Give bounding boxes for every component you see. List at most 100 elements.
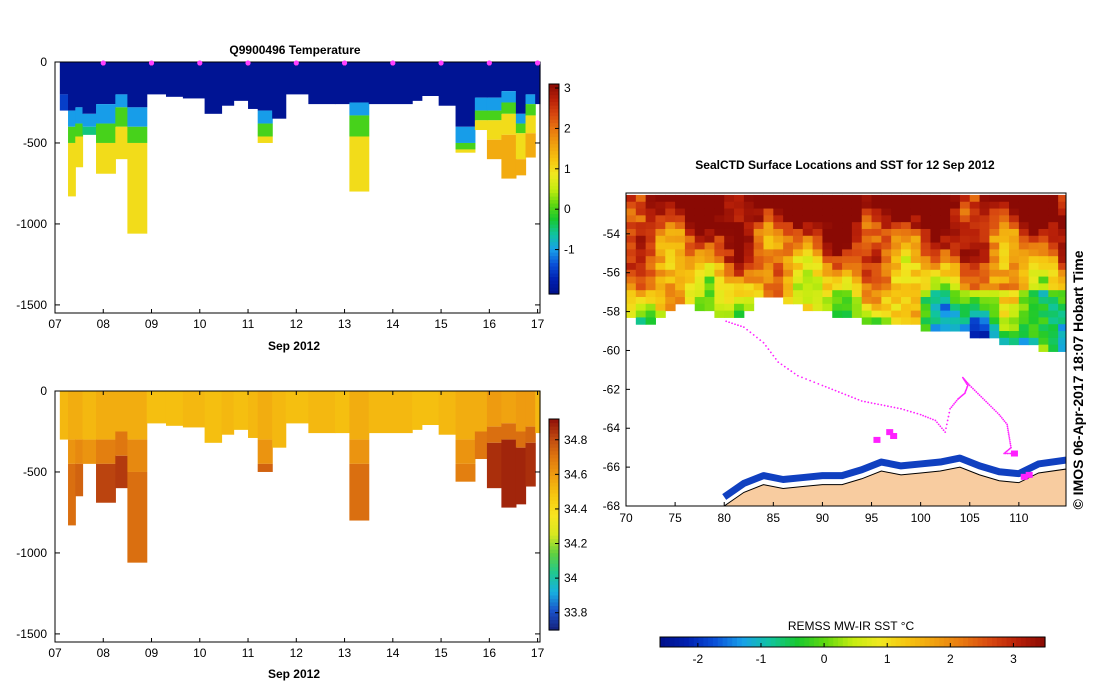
sst-cell xyxy=(753,235,764,244)
colorbar-swatch xyxy=(549,199,559,204)
sst-cell xyxy=(822,194,833,203)
seal-track-point xyxy=(900,407,902,410)
sst-cell xyxy=(773,222,784,230)
sst-cell xyxy=(734,201,745,210)
colorbar-swatch xyxy=(549,513,559,519)
colorbar-swatch xyxy=(549,126,559,131)
sst-cell xyxy=(959,215,971,223)
y-tick-label: -1500 xyxy=(16,298,47,312)
sst-cell xyxy=(694,235,706,244)
sst-cell xyxy=(802,215,814,223)
temperature-plot-area: 07 08 09 10 11 12 13 14 15 16 17 0 -500 -1000 -1500 xyxy=(16,55,544,331)
colorbar-swatch xyxy=(549,447,559,452)
sst-cell xyxy=(861,276,873,284)
sst-cell xyxy=(959,242,971,250)
sst-cell xyxy=(684,249,696,257)
profile-cell xyxy=(349,115,370,137)
x-tick-label: 07 xyxy=(48,317,62,331)
sst-cell xyxy=(812,276,823,284)
sst-cell xyxy=(950,222,961,230)
sst-cell xyxy=(645,242,656,250)
seal-track-point xyxy=(932,418,934,421)
profile-cell xyxy=(96,463,116,503)
sst-cell xyxy=(655,208,666,216)
sst-cell xyxy=(910,262,922,271)
profile-cell xyxy=(334,62,350,105)
y-tick-label: -1000 xyxy=(16,217,47,231)
sst-cell xyxy=(842,269,853,278)
sst-cell xyxy=(635,194,647,203)
map-y-tick-label: -66 xyxy=(603,460,621,474)
sst-cell xyxy=(626,269,637,278)
sst-cell xyxy=(802,276,814,284)
profile-cell xyxy=(75,463,84,497)
profile-cell xyxy=(248,391,259,438)
sst-cell xyxy=(999,310,1010,318)
sst-cell xyxy=(684,283,696,291)
colorbar-swatch xyxy=(549,283,559,288)
sst-cell xyxy=(714,194,725,203)
sst-cell xyxy=(1018,337,1030,346)
seal-track-point xyxy=(1008,435,1010,437)
colorbar-swatch xyxy=(549,231,559,236)
sst-cell xyxy=(950,324,961,332)
sst-cell xyxy=(694,269,706,278)
colorbar-swatch xyxy=(549,506,559,512)
sst-cell xyxy=(714,242,725,250)
sst-cell xyxy=(1048,222,1059,230)
colorbar-swatch xyxy=(549,468,559,473)
sst-cell xyxy=(645,310,656,318)
sst-cell xyxy=(959,310,971,318)
colorbar-swatch xyxy=(549,615,559,621)
sst-cell xyxy=(635,290,647,298)
sst-cell xyxy=(1038,249,1049,257)
colorbar-swatch xyxy=(549,531,559,536)
sst-cell xyxy=(999,290,1010,298)
seal-track-point xyxy=(890,405,893,408)
sst-cell xyxy=(675,262,686,271)
sst-cell xyxy=(724,276,735,284)
sst-cell xyxy=(969,269,981,278)
sst-cell xyxy=(783,262,794,271)
colorbar-swatch xyxy=(549,210,559,215)
sst-cell xyxy=(704,290,715,298)
sst-cell xyxy=(714,297,725,305)
sst-cell xyxy=(822,235,833,244)
sst-cell xyxy=(920,310,931,318)
x-tick-label: 09 xyxy=(145,646,159,660)
sst-cell xyxy=(842,194,853,203)
sst-cell xyxy=(802,256,814,264)
sst-cell xyxy=(979,201,990,210)
sst-cell xyxy=(635,222,647,230)
colorbar-swatch xyxy=(549,105,559,110)
sst-cell xyxy=(1018,303,1030,312)
sst-cell xyxy=(1018,222,1030,230)
sst-colorbar-swatch xyxy=(987,637,993,647)
sst-cell xyxy=(635,269,647,278)
sst-cell xyxy=(753,242,764,250)
profile-cell xyxy=(368,62,413,105)
seal-track-point xyxy=(860,400,863,402)
sst-cell xyxy=(704,256,715,264)
seal-track-point xyxy=(998,413,1001,416)
profile-cell xyxy=(82,391,97,440)
sst-cell xyxy=(1009,283,1020,291)
sst-cell xyxy=(1058,324,1066,332)
sst-cell xyxy=(802,283,814,291)
sst-cell xyxy=(822,249,833,257)
sst-colorbar-swatch xyxy=(799,637,805,647)
seal-track-point xyxy=(919,413,922,416)
sst-cell xyxy=(861,269,873,278)
sst-cell xyxy=(832,242,843,250)
sst-cell xyxy=(773,235,784,244)
sst-cell xyxy=(969,215,981,223)
sst-cell xyxy=(851,194,863,203)
seal-track-point xyxy=(973,389,976,392)
sst-cell xyxy=(1018,283,1030,291)
sst-cell xyxy=(812,235,823,244)
seal-track-point xyxy=(953,403,955,405)
sst-cell xyxy=(881,201,892,210)
map-x-tick-label: 80 xyxy=(718,511,732,525)
sst-cell xyxy=(694,249,706,257)
sst-cell xyxy=(734,215,745,223)
